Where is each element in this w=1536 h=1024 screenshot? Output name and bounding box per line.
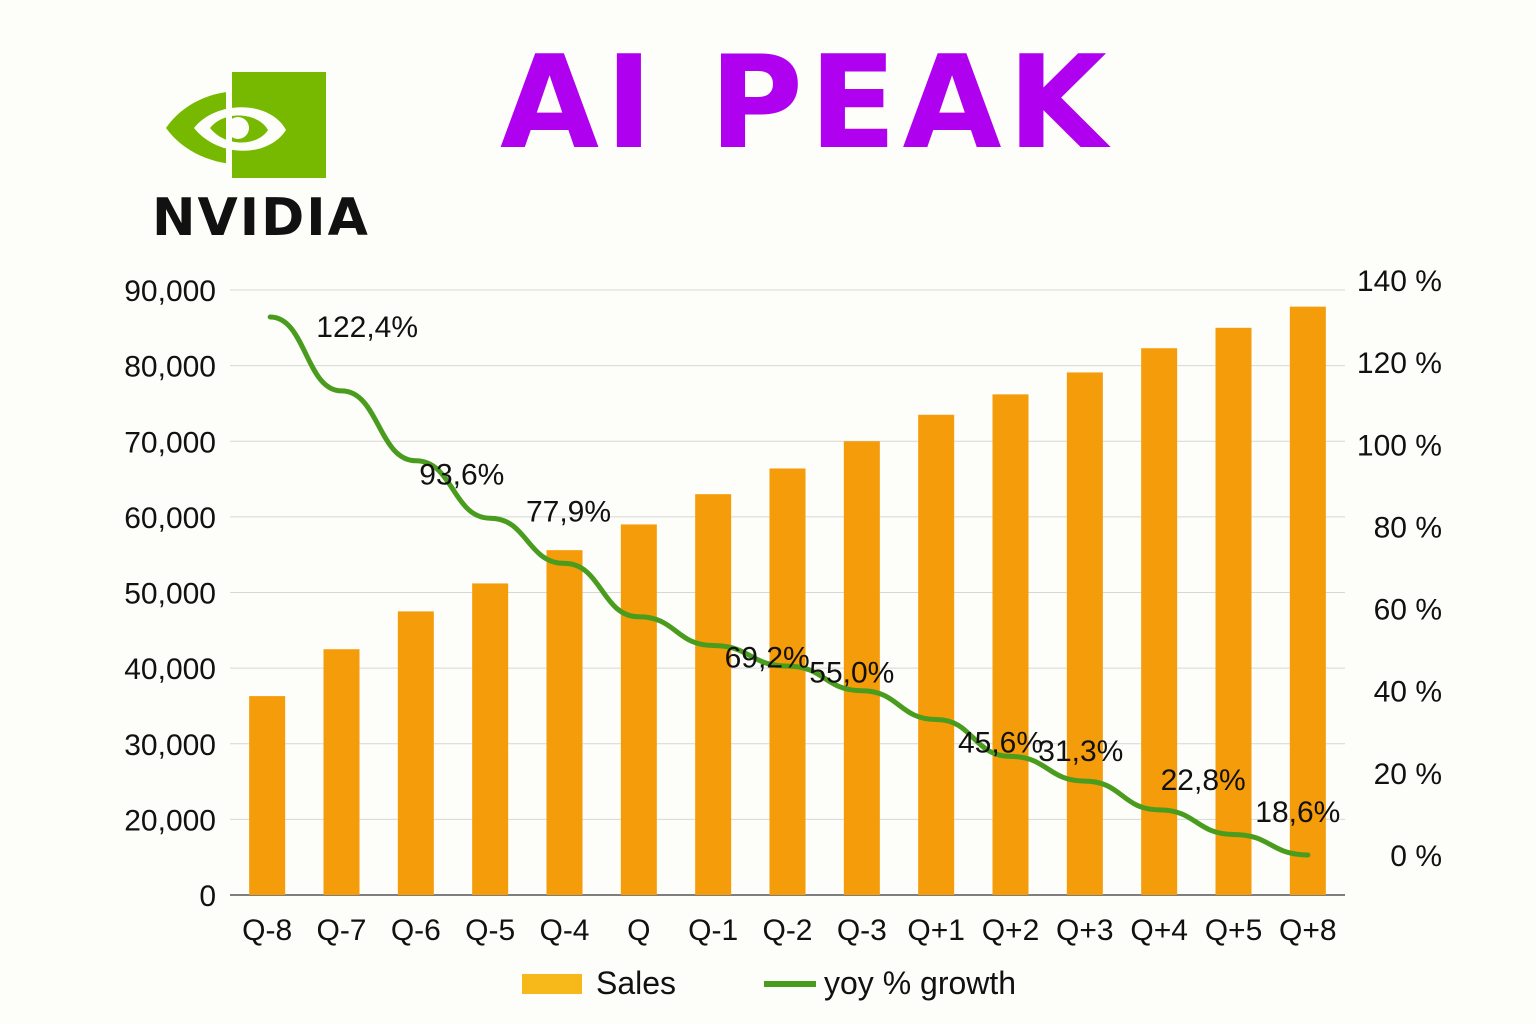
x-tick-label: Q+1 <box>907 914 965 947</box>
growth-data-label: 55,0% <box>809 657 894 690</box>
growth-data-label: 77,9% <box>526 495 611 528</box>
right-tick-label: 100 % <box>1357 429 1442 462</box>
sales-bar <box>1141 348 1178 895</box>
nvidia-eye-icon <box>166 72 326 178</box>
growth-data-label: 18,6% <box>1255 796 1340 829</box>
x-tick-label: Q-6 <box>391 914 441 947</box>
nvidia-logo <box>150 70 330 187</box>
left-tick-label: 20,000 <box>124 804 216 837</box>
growth-data-label: 31,3% <box>1038 735 1123 768</box>
x-tick-label: Q+8 <box>1279 914 1337 947</box>
x-tick-label: Q-1 <box>688 914 738 947</box>
right-tick-label: 140 % <box>1357 265 1442 298</box>
legend-sales-label: Sales <box>596 965 676 1001</box>
sales-bar <box>918 414 955 895</box>
sales-bar <box>1066 372 1103 895</box>
x-tick-label: Q <box>627 914 650 947</box>
legend-sales-swatch <box>522 974 582 994</box>
chart-title: AI PEAK <box>500 29 1113 178</box>
right-tick-label: 120 % <box>1357 347 1442 380</box>
x-tick-label: Q-7 <box>316 914 366 947</box>
x-tick-label: Q+4 <box>1130 914 1188 947</box>
x-tick-label: Q-4 <box>539 914 589 947</box>
sales-bar <box>1215 327 1252 895</box>
x-tick-label: Q+5 <box>1205 914 1263 947</box>
right-tick-label: 20 % <box>1374 758 1442 791</box>
growth-data-label: 22,8% <box>1161 764 1246 797</box>
legend-growth-label: yoy % growth <box>824 965 1016 1001</box>
left-tick-label: 30,000 <box>124 729 216 762</box>
left-tick-label: 60,000 <box>124 502 216 535</box>
right-tick-label: 80 % <box>1374 511 1442 544</box>
sales-bar <box>843 441 880 895</box>
sales-bar <box>397 611 434 895</box>
x-tick-label: Q-3 <box>837 914 887 947</box>
sales-bar <box>992 394 1029 895</box>
right-tick-label: 0 % <box>1390 840 1442 873</box>
right-tick-label: 60 % <box>1374 594 1442 627</box>
growth-data-label: 122,4% <box>316 311 418 344</box>
sales-bar <box>1289 306 1326 895</box>
left-tick-label: 90,000 <box>124 275 216 308</box>
x-tick-label: Q+2 <box>982 914 1040 947</box>
growth-data-label: 93,6% <box>419 459 504 492</box>
sales-bar <box>323 649 360 895</box>
growth-data-label: 69,2% <box>725 642 810 675</box>
growth-line <box>267 314 1311 858</box>
x-tick-label: Q+3 <box>1056 914 1114 947</box>
sales-bar <box>620 524 657 895</box>
sales-bar <box>249 696 286 895</box>
left-tick-label: 70,000 <box>124 426 216 459</box>
right-tick-label: 40 % <box>1374 676 1442 709</box>
sales-bar <box>472 583 509 895</box>
left-tick-label: 0 <box>199 880 216 913</box>
nvidia-wordmark: NVIDIA <box>152 188 370 248</box>
growth-data-label: 45,6% <box>958 726 1043 759</box>
left-tick-label: 50,000 <box>124 578 216 611</box>
x-tick-label: Q-5 <box>465 914 515 947</box>
left-tick-label: 80,000 <box>124 351 216 384</box>
sales-bar <box>546 550 583 895</box>
left-tick-label: 40,000 <box>124 653 216 686</box>
sales-bar <box>695 494 732 895</box>
sales-bar <box>769 468 806 895</box>
x-tick-label: Q-2 <box>762 914 812 947</box>
x-tick-label: Q-8 <box>242 914 292 947</box>
